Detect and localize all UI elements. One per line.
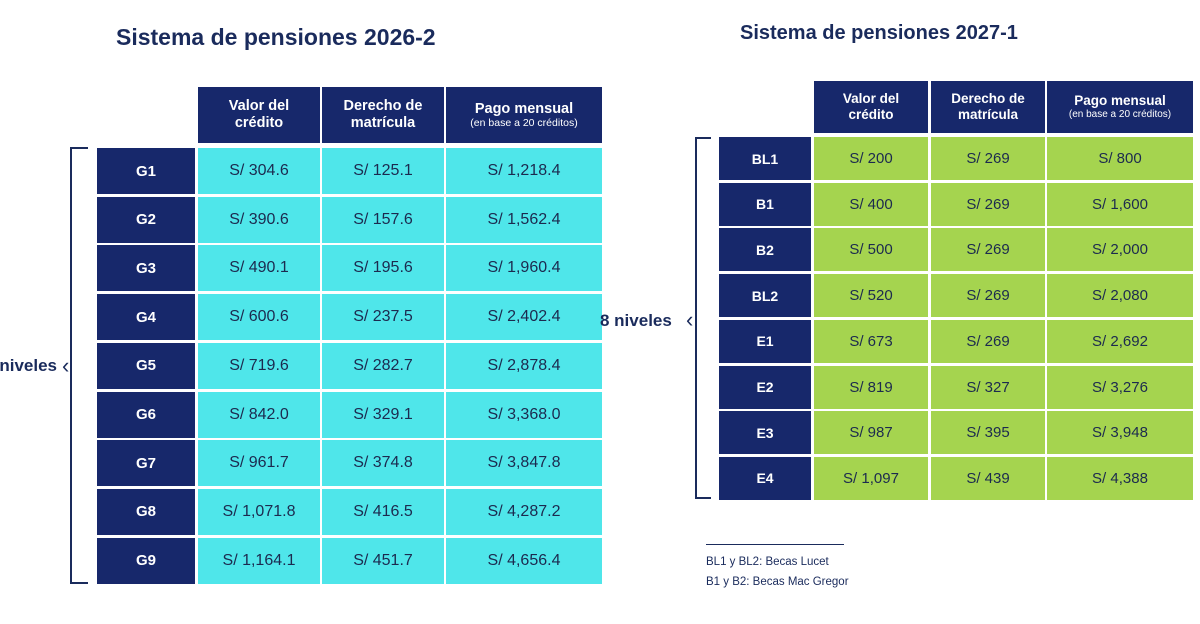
price-cell: S/ 2,692 xyxy=(1047,319,1193,363)
price-cell: S/ 819 xyxy=(814,365,928,409)
levels-label-left: 9 niveles xyxy=(0,356,57,375)
level-cell: B1 xyxy=(719,182,811,226)
price-cell: S/ 195.6 xyxy=(322,245,444,292)
price-cell: S/ 842.0 xyxy=(198,391,320,438)
price-cell: S/ 400 xyxy=(814,182,928,226)
price-cell: S/ 2,000 xyxy=(1047,228,1193,272)
level-cell: G3 xyxy=(97,245,195,292)
price-cell: S/ 390.6 xyxy=(198,196,320,243)
level-cell: G6 xyxy=(97,391,195,438)
column-header-sublabel: (en base a 20 créditos) xyxy=(470,117,578,130)
levels-label-right: 8 niveles xyxy=(600,311,672,330)
column-header: Derecho de matrícula xyxy=(931,81,1045,133)
title-2026-2: Sistema de pensiones 2026-2 xyxy=(116,24,436,50)
price-cell: S/ 1,218.4 xyxy=(446,148,602,194)
level-cell: B2 xyxy=(719,228,811,272)
price-cell: S/ 374.8 xyxy=(322,440,444,487)
price-cell: S/ 269 xyxy=(931,274,1045,318)
price-cell: S/ 800 xyxy=(1047,137,1193,180)
price-cell: S/ 395 xyxy=(931,411,1045,455)
bracket-right xyxy=(695,137,711,499)
price-cell: S/ 1,562.4 xyxy=(446,196,602,243)
price-cell: S/ 451.7 xyxy=(322,537,444,584)
price-cell: S/ 269 xyxy=(931,319,1045,363)
price-cell: S/ 500 xyxy=(814,228,928,272)
level-cell: G2 xyxy=(97,196,195,243)
price-cell: S/ 961.7 xyxy=(198,440,320,487)
bracket-left xyxy=(70,147,88,584)
price-cell: S/ 1,097 xyxy=(814,456,928,500)
price-cell: S/ 416.5 xyxy=(322,488,444,535)
column-header: Derecho de matrícula xyxy=(322,87,444,143)
level-cell: G9 xyxy=(97,537,195,584)
level-cell: E3 xyxy=(719,411,811,455)
price-cell: S/ 269 xyxy=(931,182,1045,226)
price-cell: S/ 490.1 xyxy=(198,245,320,292)
level-cell: G1 xyxy=(97,148,195,194)
price-cell: S/ 3,948 xyxy=(1047,411,1193,455)
chevron-left-icon: ‹ xyxy=(686,307,694,332)
title-2027-1: Sistema de pensiones 2027-1 xyxy=(740,22,1018,44)
price-cell: S/ 1,600 xyxy=(1047,182,1193,226)
notes-divider xyxy=(706,544,844,545)
column-header-label: Valor del crédito xyxy=(842,91,900,122)
price-cell: S/ 304.6 xyxy=(198,148,320,194)
price-cell: S/ 3,276 xyxy=(1047,365,1193,409)
price-cell: S/ 4,287.2 xyxy=(446,488,602,535)
chevron-left-icon: ‹ xyxy=(62,353,70,378)
price-cell: S/ 157.6 xyxy=(322,196,444,243)
level-cell: E2 xyxy=(719,365,811,409)
note-becas-mac-gregor: B1 y B2: Becas Mac Gregor xyxy=(706,576,849,588)
price-cell: S/ 987 xyxy=(814,411,928,455)
price-cell: S/ 2,878.4 xyxy=(446,342,602,389)
price-cell: S/ 719.6 xyxy=(198,342,320,389)
price-cell: S/ 2,080 xyxy=(1047,274,1193,318)
level-cell: G4 xyxy=(97,294,195,341)
column-header: Pago mensual (en base a 20 créditos) xyxy=(1047,81,1193,133)
column-header: Pago mensual (en base a 20 créditos) xyxy=(446,87,602,143)
column-header-label: Pago mensual xyxy=(474,100,574,117)
level-cell: E4 xyxy=(719,456,811,500)
price-cell: S/ 1,071.8 xyxy=(198,488,320,535)
price-cell: S/ 200 xyxy=(814,137,928,180)
price-cell: S/ 269 xyxy=(931,137,1045,180)
price-cell: S/ 439 xyxy=(931,456,1045,500)
level-cell: G7 xyxy=(97,440,195,487)
price-cell: S/ 329.1 xyxy=(322,391,444,438)
note-becas-lucet: BL1 y BL2: Becas Lucet xyxy=(706,556,829,568)
column-header: Valor del crédito xyxy=(814,81,928,133)
level-cell: G8 xyxy=(97,488,195,535)
price-cell: S/ 237.5 xyxy=(322,294,444,341)
price-cell: S/ 269 xyxy=(931,228,1045,272)
level-cell: BL2 xyxy=(719,274,811,318)
price-cell: S/ 1,164.1 xyxy=(198,537,320,584)
price-cell: S/ 600.6 xyxy=(198,294,320,341)
price-cell: S/ 3,368.0 xyxy=(446,391,602,438)
column-header-label: Derecho de matrícula xyxy=(343,98,423,131)
price-cell: S/ 3,847.8 xyxy=(446,440,602,487)
column-header-label: Valor del crédito xyxy=(228,98,290,131)
price-cell: S/ 282.7 xyxy=(322,342,444,389)
price-cell: S/ 520 xyxy=(814,274,928,318)
level-cell: BL1 xyxy=(719,137,811,180)
column-header-label: Derecho de matrícula xyxy=(951,91,1025,122)
column-header-sublabel: (en base a 20 créditos) xyxy=(1068,109,1172,120)
price-cell: S/ 4,656.4 xyxy=(446,537,602,584)
level-cell: G5 xyxy=(97,342,195,389)
price-cell: S/ 327 xyxy=(931,365,1045,409)
price-cell: S/ 2,402.4 xyxy=(446,294,602,341)
price-cell: S/ 673 xyxy=(814,319,928,363)
level-cell: E1 xyxy=(719,319,811,363)
price-cell: S/ 125.1 xyxy=(322,148,444,194)
column-header: Valor del crédito xyxy=(198,87,320,143)
column-header-label: Pago mensual xyxy=(1074,93,1166,109)
price-cell: S/ 4,388 xyxy=(1047,456,1193,500)
price-cell: S/ 1,960.4 xyxy=(446,245,602,292)
